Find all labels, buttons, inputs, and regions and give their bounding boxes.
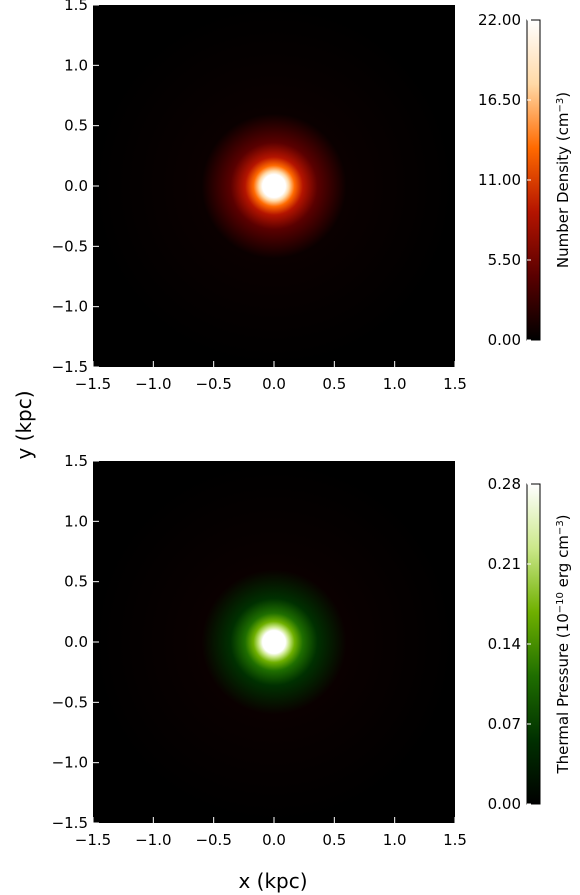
y-tick-label: −0.5 [52,693,88,711]
colorbar-tick-label: 5.50 [488,251,521,269]
y-tick-label: 0.0 [64,633,88,651]
colorbar-tick-label: 0.00 [488,331,521,349]
x-tick-label: 1.0 [383,375,407,393]
y-tick-label: −1.5 [52,358,88,376]
x-tick-label: 0.0 [262,375,286,393]
panel-1: −1.5−1.5 −1.0 −1.0 −0.5 −0.5 0.0 0.0 0.5 0.5 1.0 1… [52,0,572,393]
x-tick-label: −1.0 [135,831,171,849]
y-tick-label: 0.5 [64,117,88,135]
y-tick-label: 1.5 [64,452,88,470]
x-tick-label: −0.5 [195,831,231,849]
y-tick-label: −1.0 [52,754,88,772]
y-tick-label: −0.5 [52,237,88,255]
colorbar-tick-label: 0.28 [488,475,521,493]
y-tick-label: 1.0 [64,512,88,530]
colorbar-tick-label: 22.00 [478,11,521,29]
colorbar-label: Thermal Pressure (10−10 erg cm−3) [554,514,572,774]
y-tick-label: 0.5 [64,573,88,591]
x-tick-label: 1.0 [383,831,407,849]
panel-2: −1.5−1.5 −1.0 −1.0 −0.5 −0.5 0.0 0.0 0.5 0.5 1.0 1… [52,452,572,849]
x-tick-label: 0.5 [322,831,346,849]
colorbar-tick-label: 0.21 [488,555,521,573]
colorbar-label: Number Density (cm−3) [554,92,572,268]
heatmap-field [93,5,455,367]
y-tick-label: 0.0 [64,177,88,195]
colorbar-tick-label: 11.00 [478,171,521,189]
y-tick-label: 1.0 [64,56,88,74]
colorbar-tick-label: 16.50 [478,91,521,109]
x-tick-label: −0.5 [195,375,231,393]
x-tick-label: −1.5 [75,831,111,849]
y-tick-label: −1.5 [52,814,88,832]
colorbar-tick-label: 0.00 [488,795,521,813]
heatmap-field [93,461,455,823]
x-tick-label: −1.0 [135,375,171,393]
x-tick-label: 1.5 [443,831,467,849]
x-tick-label: −1.5 [75,375,111,393]
y-tick-label: 1.5 [64,0,88,14]
y-tick-label: −1.0 [52,298,88,316]
x-axis-label: x (kpc) [238,869,307,893]
colorbar-tick-label: 0.14 [488,635,521,653]
x-tick-label: 1.5 [443,375,467,393]
y-axis-label: y (kpc) [12,390,36,459]
x-tick-label: 0.0 [262,831,286,849]
colorbar-tick-label: 0.07 [488,715,521,733]
x-tick-label: 0.5 [322,375,346,393]
